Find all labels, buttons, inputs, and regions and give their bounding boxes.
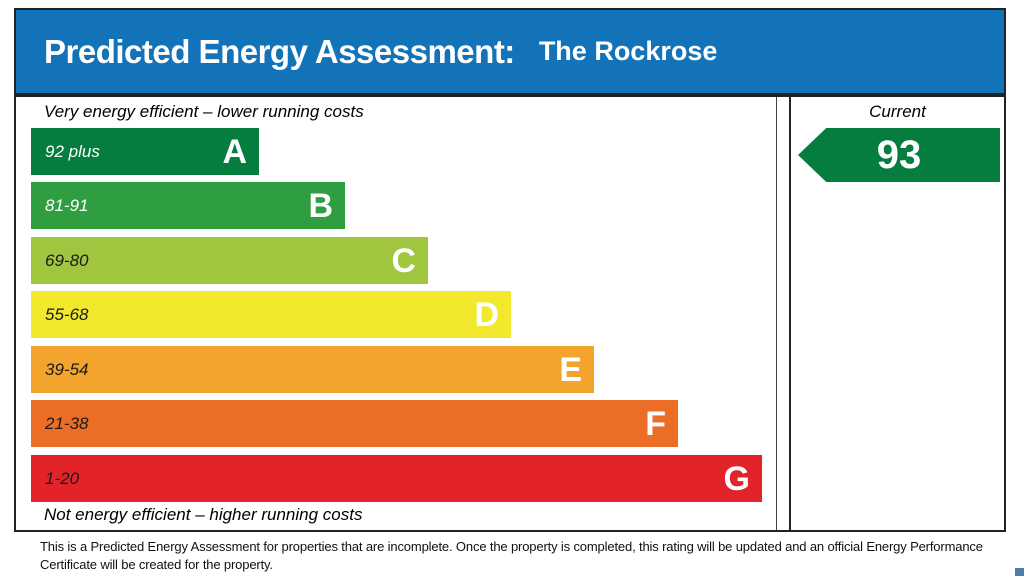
current-rating-arrow: 93 [798, 128, 1000, 182]
chart-right-divider [776, 97, 777, 530]
band-a-range-label: 92 plus [45, 141, 100, 161]
disclaimer-text: This is a Predicted Energy Assessment fo… [40, 539, 983, 573]
header-banner: Predicted Energy Assessment: The Rockros… [14, 8, 1006, 95]
band-c-letter: C [391, 241, 416, 280]
band-f-range-label: 21-38 [45, 413, 89, 433]
band-e-range-label: 39-54 [45, 359, 89, 379]
epc-band-g: 1-20 G [31, 455, 762, 502]
band-d-range-label: 55-68 [45, 304, 89, 324]
inefficient-caption: Not energy efficient – higher running co… [44, 505, 363, 524]
band-b-range-label: 81-91 [45, 195, 89, 215]
corner-accent [1015, 568, 1024, 576]
epc-band-a: 92 plus A [31, 128, 259, 175]
page-title: Predicted Energy Assessment: [44, 32, 515, 70]
band-g-letter: G [723, 459, 750, 498]
band-e-letter: E [559, 350, 582, 389]
efficient-caption: Very energy efficient – lower running co… [44, 102, 364, 121]
band-f-letter: F [645, 404, 666, 443]
epc-band-e: 39-54 E [31, 346, 594, 393]
epc-chart: Very energy efficient – lower running co… [14, 95, 1006, 532]
epc-band-f: 21-38 F [31, 400, 678, 447]
band-b-letter: B [308, 186, 333, 225]
band-c-range-label: 69-80 [45, 250, 89, 270]
current-rating-value: 93 [876, 133, 922, 177]
current-column-header: Current [869, 102, 926, 121]
property-name: The Rockrose [538, 36, 718, 66]
current-column-divider [789, 97, 791, 530]
band-g-range-label: 1-20 [45, 468, 80, 488]
epc-band-c: 69-80 C [31, 237, 428, 284]
band-a-letter: A [222, 132, 247, 171]
epc-band-d: 55-68 D [31, 291, 511, 338]
band-d-letter: D [474, 295, 499, 334]
epc-band-b: 81-91 B [31, 182, 345, 229]
